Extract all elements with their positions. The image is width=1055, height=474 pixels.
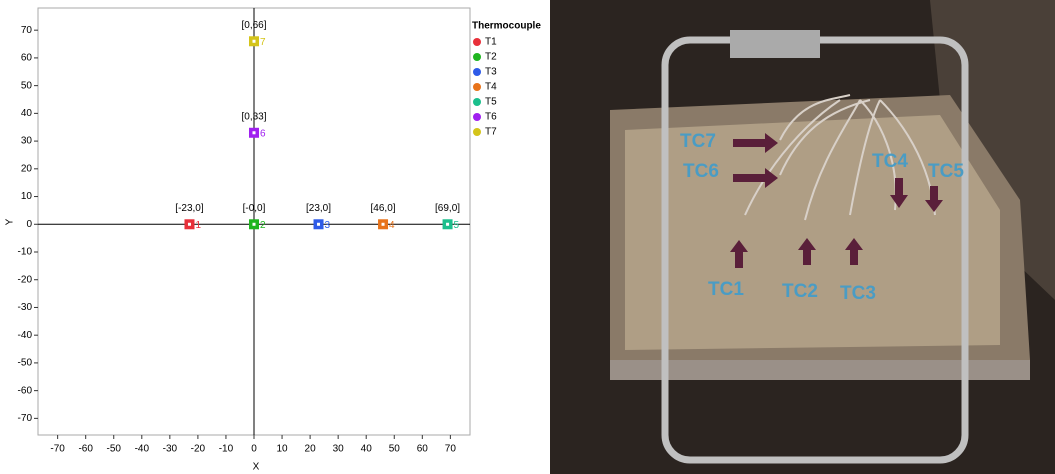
legend-swatch bbox=[473, 128, 481, 136]
point-center bbox=[253, 131, 256, 134]
y-tick-label: -30 bbox=[18, 302, 33, 313]
x-tick-label: -30 bbox=[163, 444, 178, 455]
page: X Y Thermocouple -70 -60 -50 -40 -30 -20 -10 0 1… bbox=[0, 0, 1055, 474]
point-label: 1 bbox=[195, 220, 201, 231]
photo: TC7 TC6 TC4 TC5 TC1 TC2 TC3 bbox=[550, 0, 1055, 474]
legend-label: T7 bbox=[485, 127, 497, 138]
point-center bbox=[382, 223, 385, 226]
legend-swatch bbox=[473, 68, 481, 76]
legend-swatch bbox=[473, 38, 481, 46]
tc-label: TC6 bbox=[683, 161, 719, 182]
x-tick-label: 60 bbox=[417, 444, 429, 455]
data-label: [0,66] bbox=[241, 20, 266, 31]
tc-label: TC4 bbox=[872, 151, 908, 172]
tc-label: TC7 bbox=[680, 131, 716, 152]
legend-title: Thermocouple bbox=[472, 21, 541, 32]
x-tick-label: 40 bbox=[361, 444, 373, 455]
data-label: [69,0] bbox=[435, 203, 460, 214]
data-label: [0,33] bbox=[241, 111, 266, 122]
y-tick-label: 20 bbox=[21, 163, 33, 174]
tc-label: TC5 bbox=[928, 161, 964, 182]
point-center bbox=[446, 223, 449, 226]
y-tick-label: 30 bbox=[21, 136, 33, 147]
x-tick-label: 20 bbox=[305, 444, 317, 455]
data-label: [23,0] bbox=[306, 203, 331, 214]
y-tick-label: 0 bbox=[26, 219, 32, 230]
legend-swatch bbox=[473, 83, 481, 91]
y-tick-label: -50 bbox=[18, 358, 33, 369]
data-label: [-23,0] bbox=[175, 203, 204, 214]
point-label: 4 bbox=[389, 220, 395, 231]
tc-label: TC2 bbox=[782, 281, 818, 302]
point-label: 7 bbox=[260, 37, 266, 48]
legend-label: T1 bbox=[485, 37, 497, 48]
tc-label: TC3 bbox=[840, 283, 876, 304]
x-tick-label: -70 bbox=[50, 444, 65, 455]
point-label: 3 bbox=[325, 220, 331, 231]
x-tick-label: -50 bbox=[107, 444, 122, 455]
legend-swatch bbox=[473, 53, 481, 61]
point-center bbox=[317, 223, 320, 226]
chart: X Y Thermocouple -70 -60 -50 -40 -30 -20 -10 0 1… bbox=[0, 0, 548, 474]
point-label: 6 bbox=[260, 128, 266, 139]
point-center bbox=[188, 223, 191, 226]
point-label: 5 bbox=[454, 220, 460, 231]
legend-label: T5 bbox=[485, 97, 497, 108]
point-label: 2 bbox=[260, 220, 266, 231]
x-tick-label: -10 bbox=[219, 444, 234, 455]
y-tick-label: -10 bbox=[18, 247, 33, 258]
x-tick-label: 50 bbox=[389, 444, 401, 455]
legend-label: T3 bbox=[485, 67, 497, 78]
x-axis-label: X bbox=[253, 462, 260, 473]
x-tick-label: 30 bbox=[333, 444, 345, 455]
point-center bbox=[253, 223, 256, 226]
legend-label: T2 bbox=[485, 52, 497, 63]
data-label: [-0,0] bbox=[243, 203, 266, 214]
y-tick-label: -60 bbox=[18, 385, 33, 396]
legend-swatch bbox=[473, 113, 481, 121]
y-tick-label: -20 bbox=[18, 274, 33, 285]
x-tick-label: 0 bbox=[251, 444, 257, 455]
x-tick-label: -20 bbox=[191, 444, 206, 455]
y-tick-label: 40 bbox=[21, 108, 33, 119]
y-axis-label: Y bbox=[5, 218, 16, 225]
x-tick-label: 70 bbox=[445, 444, 457, 455]
y-tick-label: 60 bbox=[21, 53, 33, 64]
tc-label: TC1 bbox=[708, 279, 744, 300]
data-label: [46,0] bbox=[371, 203, 396, 214]
y-tick-label: 50 bbox=[21, 80, 33, 91]
y-tick-label: -70 bbox=[18, 413, 33, 424]
point-center bbox=[253, 40, 256, 43]
legend-swatch bbox=[473, 98, 481, 106]
legend-label: T4 bbox=[485, 82, 497, 93]
fitting bbox=[730, 30, 820, 58]
y-tick-label: -40 bbox=[18, 330, 33, 341]
y-tick-label: 70 bbox=[21, 25, 33, 36]
x-tick-label: 10 bbox=[276, 444, 288, 455]
y-tick-label: 10 bbox=[21, 191, 33, 202]
x-tick-label: -60 bbox=[78, 444, 93, 455]
x-tick-label: -40 bbox=[135, 444, 150, 455]
legend-label: T6 bbox=[485, 112, 497, 123]
